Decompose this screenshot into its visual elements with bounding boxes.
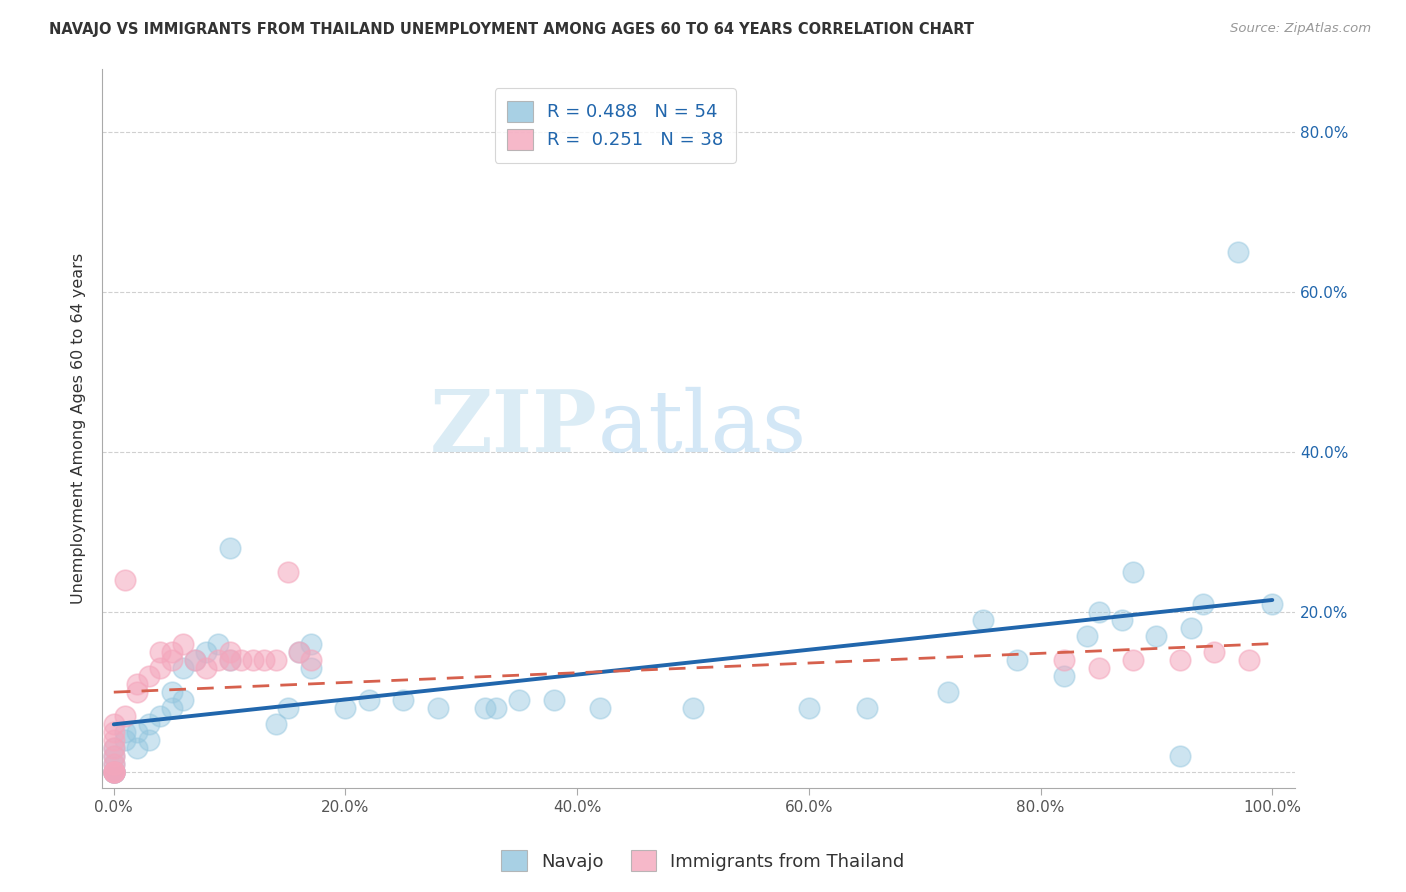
Point: [149, 709, 172, 723]
Point: [972, 613, 994, 627]
Point: [114, 732, 136, 747]
Point: [138, 716, 160, 731]
Point: [589, 701, 612, 715]
Legend: Navajo, Immigrants from Thailand: Navajo, Immigrants from Thailand: [494, 843, 912, 879]
Point: [335, 701, 357, 715]
Point: [1076, 629, 1098, 643]
Point: [1204, 645, 1226, 659]
Point: [207, 653, 229, 667]
Point: [485, 701, 508, 715]
Point: [103, 764, 125, 779]
Point: [288, 645, 311, 659]
Point: [856, 701, 879, 715]
Point: [114, 709, 136, 723]
Point: [1191, 597, 1213, 611]
Text: NAVAJO VS IMMIGRANTS FROM THAILAND UNEMPLOYMENT AMONG AGES 60 TO 64 YEARS CORREL: NAVAJO VS IMMIGRANTS FROM THAILAND UNEMP…: [49, 22, 974, 37]
Point: [103, 756, 125, 771]
Point: [125, 724, 148, 739]
Point: [103, 764, 125, 779]
Point: [299, 653, 322, 667]
Point: [1007, 653, 1029, 667]
Point: [253, 653, 276, 667]
Point: [195, 661, 218, 675]
Point: [277, 565, 299, 579]
Point: [242, 653, 264, 667]
Point: [103, 764, 125, 779]
Point: [264, 716, 287, 731]
Point: [299, 661, 322, 675]
Point: [114, 573, 136, 587]
Point: [1087, 605, 1109, 619]
Point: [1053, 669, 1076, 683]
Point: [138, 732, 160, 747]
Point: [103, 764, 125, 779]
Point: [264, 653, 287, 667]
Point: [1111, 613, 1133, 627]
Point: [1122, 653, 1144, 667]
Point: [103, 740, 125, 755]
Point: [1168, 653, 1191, 667]
Point: [103, 732, 125, 747]
Point: [103, 740, 125, 755]
Point: [114, 724, 136, 739]
Point: [172, 693, 194, 707]
Point: [299, 637, 322, 651]
Point: [682, 701, 704, 715]
Point: [392, 693, 415, 707]
Point: [797, 701, 820, 715]
Point: [936, 685, 959, 699]
Point: [288, 645, 311, 659]
Point: [474, 701, 496, 715]
Point: [103, 764, 125, 779]
Point: [1122, 565, 1144, 579]
Point: [218, 653, 240, 667]
Point: [125, 740, 148, 755]
Point: [1261, 597, 1284, 611]
Point: [427, 701, 450, 715]
Point: [138, 669, 160, 683]
Point: [184, 653, 207, 667]
Point: [103, 764, 125, 779]
Point: [160, 653, 183, 667]
Point: [218, 541, 240, 555]
Point: [172, 661, 194, 675]
Point: [357, 693, 380, 707]
Point: [1237, 653, 1260, 667]
Point: [160, 645, 183, 659]
Point: [218, 653, 240, 667]
Point: [1168, 748, 1191, 763]
Point: [508, 693, 530, 707]
Point: [1226, 245, 1249, 260]
Point: [1053, 653, 1076, 667]
Point: [125, 685, 148, 699]
Point: [103, 748, 125, 763]
Point: [1146, 629, 1168, 643]
Point: [277, 701, 299, 715]
Text: Source: ZipAtlas.com: Source: ZipAtlas.com: [1230, 22, 1371, 36]
Point: [103, 748, 125, 763]
Point: [149, 645, 172, 659]
Point: [103, 716, 125, 731]
Point: [218, 645, 240, 659]
Point: [160, 685, 183, 699]
Point: [103, 764, 125, 779]
Point: [103, 756, 125, 771]
Point: [543, 693, 565, 707]
Point: [160, 701, 183, 715]
Point: [172, 637, 194, 651]
Y-axis label: Unemployment Among Ages 60 to 64 years: Unemployment Among Ages 60 to 64 years: [72, 252, 86, 604]
Legend: R = 0.488   N = 54, R =  0.251   N = 38: R = 0.488 N = 54, R = 0.251 N = 38: [495, 88, 735, 162]
Point: [231, 653, 253, 667]
Point: [207, 637, 229, 651]
Text: ZIP: ZIP: [430, 386, 598, 470]
Point: [195, 645, 218, 659]
Point: [184, 653, 207, 667]
Point: [125, 677, 148, 691]
Point: [1087, 661, 1109, 675]
Text: atlas: atlas: [598, 386, 807, 470]
Point: [103, 764, 125, 779]
Point: [103, 724, 125, 739]
Point: [149, 661, 172, 675]
Point: [1180, 621, 1202, 635]
